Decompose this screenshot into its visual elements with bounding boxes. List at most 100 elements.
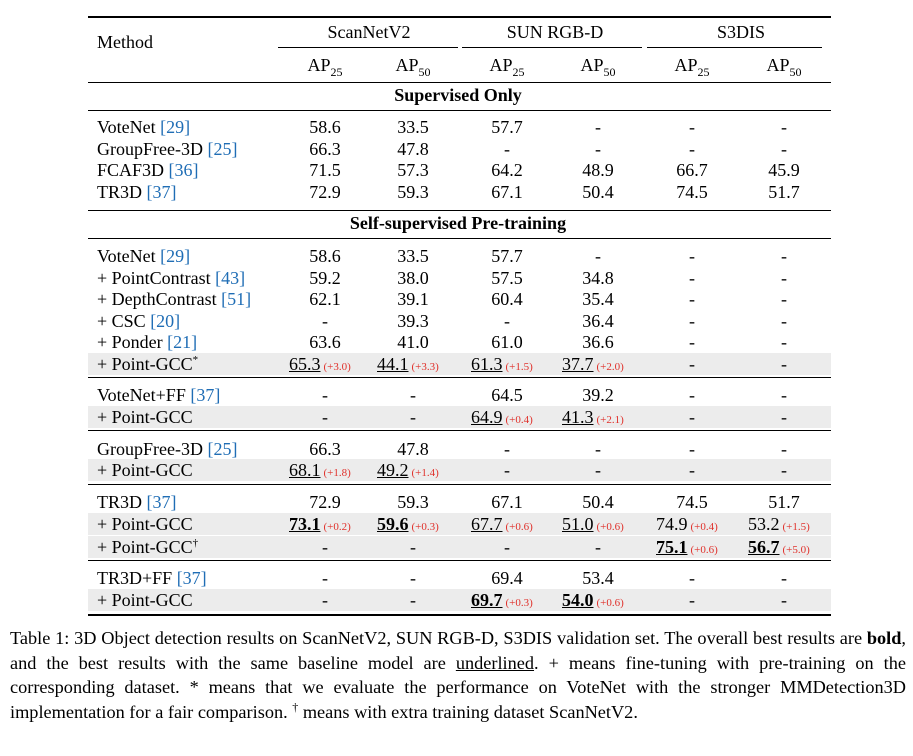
method-label: + Point-GCC xyxy=(97,460,193,480)
metric-header: AP50 xyxy=(580,55,616,79)
table-cell: 34.8 xyxy=(582,268,614,288)
table-cell: 41.3 (+2.1) xyxy=(562,407,624,427)
table-cell: - xyxy=(322,385,328,405)
table-cell: 59.3 xyxy=(397,182,429,202)
table-cell: - xyxy=(504,537,510,557)
table-cell: 61.0 xyxy=(491,332,523,352)
table-rule xyxy=(88,614,831,616)
metric-header: AP50 xyxy=(766,55,802,79)
table-cell: 36.4 xyxy=(582,311,614,331)
table-cell: - xyxy=(689,268,695,288)
improvement-delta: (+1.5) xyxy=(505,361,533,373)
table-cell: - xyxy=(504,439,510,459)
method-label: + Point-GCC xyxy=(97,407,193,427)
citation-link[interactable]: [25] xyxy=(207,439,238,459)
table-cell: - xyxy=(781,568,787,588)
table-cell: - xyxy=(781,311,787,331)
table-cell: 60.4 xyxy=(491,289,523,309)
table-cell: - xyxy=(781,289,787,309)
method-label: + Point-GCC* xyxy=(97,354,199,374)
highlight-row-background xyxy=(88,353,831,375)
table-cell: 33.5 xyxy=(397,117,429,137)
table-cell: 65.3 (+3.0) xyxy=(289,354,351,374)
table-cell: - xyxy=(689,117,695,137)
table-cell: 57.7 xyxy=(491,246,523,266)
table-cell: - xyxy=(781,246,787,266)
table-cell: 73.1 (+0.2) xyxy=(289,514,351,534)
method-label: TR3D [37] xyxy=(97,492,177,512)
table-cell: 48.9 xyxy=(582,160,614,180)
table-cell: 67.1 xyxy=(491,182,523,202)
citation-link[interactable]: [37] xyxy=(146,182,177,202)
table-cell: - xyxy=(781,590,787,610)
table-cell: - xyxy=(781,439,787,459)
citation-link[interactable]: [37] xyxy=(190,385,221,405)
table-cell: - xyxy=(595,139,601,159)
method-label: + CSC [20] xyxy=(97,311,181,331)
table-cell: 67.1 xyxy=(491,492,523,512)
table-cell: 58.6 xyxy=(309,246,341,266)
table-cell: 75.1 (+0.6) xyxy=(656,537,718,557)
table-cell: 64.2 xyxy=(491,160,523,180)
citation-link[interactable]: [51] xyxy=(221,289,252,309)
table-cell: 51.0 (+0.6) xyxy=(562,514,624,534)
table-cell: 39.1 xyxy=(397,289,429,309)
table-cell: 38.0 xyxy=(397,268,429,288)
table-cell: 64.5 xyxy=(491,385,523,405)
citation-link[interactable]: [29] xyxy=(160,246,191,266)
table-rule xyxy=(88,16,831,18)
citation-link[interactable]: [25] xyxy=(207,139,238,159)
table-cell: 53.4 xyxy=(582,568,614,588)
table-cell: - xyxy=(595,246,601,266)
table-cell: 62.1 xyxy=(309,289,341,309)
table-rule xyxy=(88,430,831,431)
citation-link[interactable]: [37] xyxy=(176,568,207,588)
table-cell: - xyxy=(781,268,787,288)
table-cell: 51.7 xyxy=(768,182,800,202)
method-label: + PointContrast [43] xyxy=(97,268,246,288)
table-cell: 36.6 xyxy=(582,332,614,352)
highlight-row-background xyxy=(88,513,831,535)
citation-link[interactable]: [29] xyxy=(160,117,191,137)
table-cell: 53.2 (+1.5) xyxy=(748,514,810,534)
table-cell: - xyxy=(322,590,328,610)
table-cell: 64.9 (+0.4) xyxy=(471,407,533,427)
table-cell: 66.7 xyxy=(676,160,708,180)
table-cell: 41.0 xyxy=(397,332,429,352)
table-cell: 35.4 xyxy=(582,289,614,309)
table-cell: 59.6 (+0.3) xyxy=(377,514,439,534)
highlight-row-background xyxy=(88,406,831,428)
table-cell: - xyxy=(781,407,787,427)
method-label: FCAF3D [36] xyxy=(97,160,199,180)
method-label: + Point-GCC xyxy=(97,514,193,534)
table-cell: - xyxy=(595,537,601,557)
table-cell: 56.7 (+5.0) xyxy=(748,537,810,557)
table-cell: - xyxy=(781,460,787,480)
table-cell: - xyxy=(410,590,416,610)
highlight-row-background xyxy=(88,536,831,558)
results-table: Method ScanNetV2 SUN RGB-D S3DIS AP25 AP5… xyxy=(88,16,831,616)
table-cell: - xyxy=(781,385,787,405)
table-cell: 57.5 xyxy=(491,268,523,288)
table-cell: - xyxy=(504,139,510,159)
table-cell: 39.2 xyxy=(582,385,614,405)
method-label: TR3D+FF [37] xyxy=(97,568,207,588)
table-cell: 63.6 xyxy=(309,332,341,352)
table-cell: - xyxy=(504,311,510,331)
table-cell: - xyxy=(410,537,416,557)
citation-link[interactable]: [20] xyxy=(150,311,181,331)
table-cell: 47.8 xyxy=(397,139,429,159)
table-cell: 39.3 xyxy=(397,311,429,331)
citation-link[interactable]: [21] xyxy=(167,332,198,352)
table-cell: - xyxy=(781,332,787,352)
table-cell: 72.9 xyxy=(309,182,341,202)
citation-link[interactable]: [37] xyxy=(146,492,177,512)
improvement-delta: (+5.0) xyxy=(782,544,810,556)
table-cell: 74.9 (+0.4) xyxy=(656,514,718,534)
dataset-header-scannet: ScanNetV2 xyxy=(327,22,411,42)
citation-link[interactable]: [43] xyxy=(215,268,246,288)
citation-link[interactable]: [36] xyxy=(168,160,199,180)
table-cell: 71.5 xyxy=(309,160,341,180)
method-label: + Ponder [21] xyxy=(97,332,198,352)
table-cell: - xyxy=(322,568,328,588)
